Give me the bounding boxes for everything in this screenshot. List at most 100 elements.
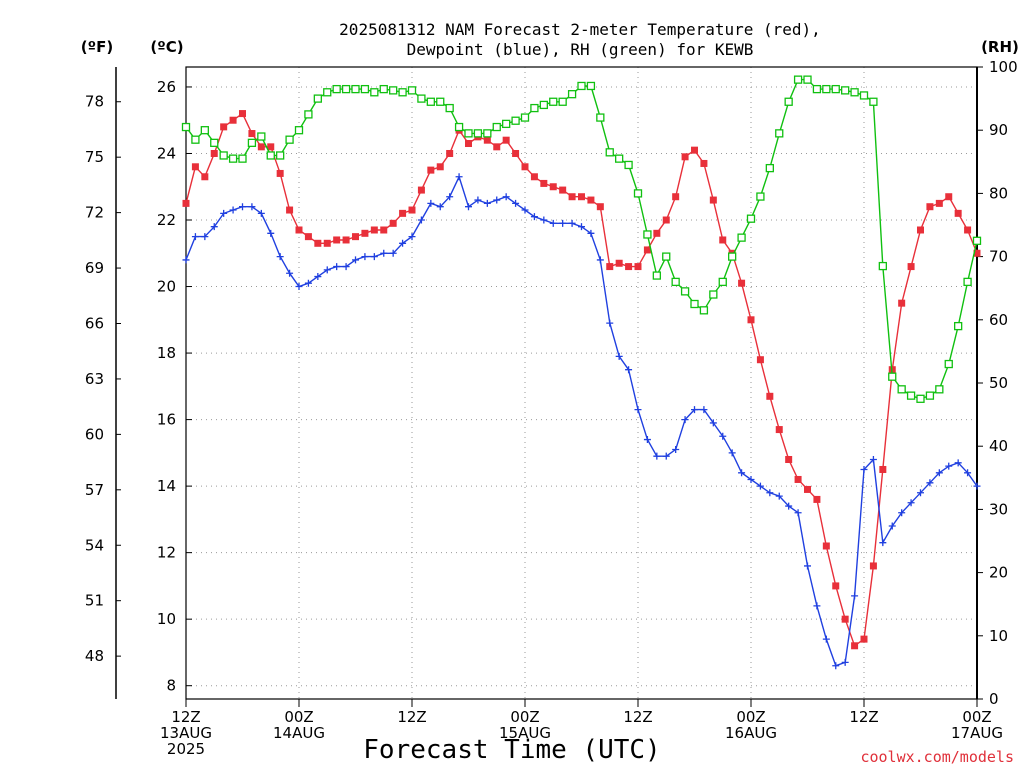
- rh-point: [200, 126, 209, 135]
- temperature-point: [775, 426, 783, 434]
- dewpoint-point: [578, 223, 585, 231]
- dewpoint-point: [352, 256, 359, 264]
- temperature-point: [295, 226, 303, 234]
- rh-unit-label: (RH): [981, 38, 1019, 56]
- rh-point: [699, 306, 709, 315]
- rh-point: [906, 391, 916, 400]
- time-tick-label: 12Z: [397, 708, 426, 726]
- dewpoint-point: [907, 499, 915, 507]
- dewpoint-point: [653, 452, 661, 460]
- dewpoint-point: [596, 256, 604, 264]
- fahrenheit-tick-label: 57: [85, 481, 104, 499]
- temperature-point: [483, 136, 491, 144]
- temperature-point: [370, 226, 378, 234]
- dewpoint-point: [521, 206, 529, 214]
- temperature-point: [964, 226, 972, 234]
- celsius-tick-label: 10: [157, 610, 176, 628]
- fahrenheit-tick-label: 51: [85, 592, 104, 610]
- rh-point: [935, 385, 944, 394]
- dewpoint-point: [380, 249, 388, 257]
- temperature-point: [860, 635, 868, 643]
- temperature-point: [276, 169, 284, 177]
- rh-line: [185, 78, 978, 400]
- dewpoint-point: [841, 658, 849, 666]
- rh-point: [831, 84, 840, 94]
- rh-tick-label: 90: [989, 121, 1008, 139]
- rh-point: [238, 154, 247, 163]
- rh-point: [313, 94, 322, 103]
- rh-point: [219, 151, 228, 160]
- dewpoint-point: [229, 206, 237, 214]
- dewpoint-point: [775, 492, 783, 500]
- rh-point: [417, 94, 426, 103]
- temperature-point: [653, 229, 661, 237]
- temperature-point: [841, 615, 849, 623]
- rh-point: [389, 86, 398, 95]
- celsius-tick-label: 16: [157, 411, 176, 429]
- time-tick-label: 00Z: [736, 708, 765, 726]
- dewpoint-point: [615, 352, 623, 360]
- dewpoint-point: [323, 266, 331, 274]
- dewpoint-point: [747, 475, 755, 483]
- rh-point: [765, 163, 774, 173]
- dewpoint-point: [408, 233, 416, 241]
- rh-point: [210, 138, 219, 147]
- chart-title-line1: 2025081312 NAM Forecast 2-meter Temperat…: [339, 20, 821, 39]
- rh-point: [709, 290, 718, 299]
- source-credit: coolwx.com/models: [860, 748, 1014, 766]
- dewpoint-point: [634, 406, 642, 414]
- dewpoint-point: [220, 209, 228, 217]
- rh-tick-label: 30: [989, 500, 1008, 518]
- rh-point: [228, 154, 238, 163]
- rh-point: [737, 233, 746, 242]
- temperature-point: [191, 163, 199, 171]
- rh-point: [567, 90, 577, 99]
- temperature-point: [700, 159, 708, 167]
- fahrenheit-tick-label: 63: [85, 370, 104, 388]
- celsius-tick-label: 12: [157, 544, 176, 562]
- time-tick-label: 00Z: [962, 708, 991, 726]
- temperature-point: [954, 209, 962, 217]
- dewpoint-point: [587, 229, 595, 237]
- dewpoint-point: [691, 406, 698, 414]
- temperature-point: [747, 316, 755, 324]
- rh-point: [464, 129, 473, 138]
- rh-point: [972, 236, 982, 245]
- series-rh: [181, 75, 982, 403]
- rh-point: [257, 132, 266, 141]
- temperature-point: [935, 199, 943, 207]
- rh-tick-label: 80: [989, 184, 1008, 202]
- x-axis-label: Forecast Time (UTC): [363, 735, 660, 765]
- dewpoint-point: [333, 263, 341, 271]
- dewpoint-point: [267, 229, 275, 237]
- series-dewpoint: [182, 173, 981, 670]
- rh-tick-label: 10: [989, 627, 1008, 645]
- dewpoint-point: [399, 239, 407, 247]
- temperature-point: [389, 219, 397, 227]
- rh-point: [897, 385, 906, 394]
- rh-point: [502, 119, 511, 129]
- temperature-point: [587, 196, 595, 204]
- time-tick-label: 2025: [167, 740, 205, 758]
- dewpoint-point: [766, 489, 774, 497]
- time-tick-label: 13AUG: [160, 724, 212, 742]
- rh-point: [370, 88, 379, 97]
- temperature-point: [446, 149, 454, 157]
- dewpoint-point: [276, 253, 284, 261]
- dewpoint-point: [964, 469, 972, 477]
- temperature-point: [766, 392, 774, 400]
- rh-point: [925, 391, 935, 400]
- time-tick-label: 00Z: [510, 708, 539, 726]
- temperature-point: [380, 226, 388, 234]
- dewpoint-point: [888, 522, 896, 530]
- dewpoint-point: [945, 462, 953, 470]
- rh-point: [652, 271, 661, 280]
- dewpoint-point: [530, 213, 538, 221]
- rh-tick-label: 70: [989, 248, 1008, 266]
- rh-point: [276, 151, 285, 160]
- dewpoint-point: [860, 465, 868, 473]
- dewpoint-line: [185, 174, 978, 667]
- dewpoint-point: [446, 193, 454, 201]
- temperature-point: [738, 279, 746, 287]
- chart-title-line2: Dewpoint (blue), RH (green) for KEWB: [407, 40, 754, 59]
